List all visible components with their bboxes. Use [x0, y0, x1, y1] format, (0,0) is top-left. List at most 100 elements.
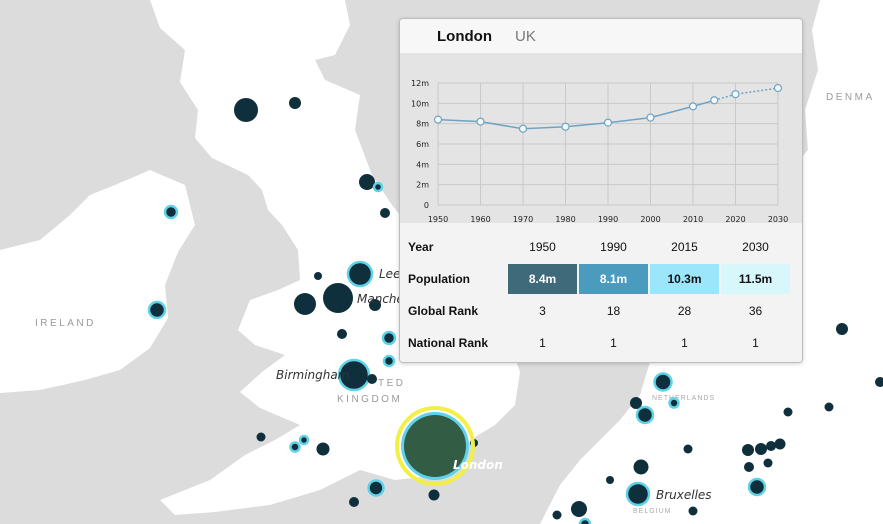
- x-tick-label: 2030: [768, 215, 788, 223]
- data-point: [688, 102, 698, 111]
- population-line-historical: [437, 99, 715, 130]
- x-tick-label: 2020: [725, 215, 745, 223]
- country-label-ireland: IRELAND: [35, 318, 96, 329]
- city-dot[interactable]: [359, 174, 375, 190]
- city-dot[interactable]: [234, 98, 258, 122]
- city-dot[interactable]: [668, 397, 680, 409]
- city-dot[interactable]: [774, 438, 786, 450]
- city-dot[interactable]: [289, 441, 301, 453]
- country-label-kingdom: KINGDOM: [337, 394, 402, 405]
- popup-country-code: UK: [515, 28, 536, 45]
- population-value: 8.1m: [579, 264, 648, 294]
- city-dot[interactable]: [372, 181, 384, 193]
- table-row-global-rank: Global Rank 3 18 28 36: [408, 295, 790, 327]
- city-dots[interactable]: [147, 97, 883, 524]
- city-label-birmingham: Birmingham: [276, 368, 349, 382]
- city-label-manchester: Manches: [357, 292, 410, 306]
- city-dot[interactable]: [298, 434, 310, 446]
- data-point: [710, 96, 719, 105]
- x-tick-label: 1970: [513, 215, 533, 223]
- city-dot[interactable]: [369, 299, 381, 311]
- popup-city-name: London: [437, 28, 492, 45]
- year-cell: 2015: [671, 240, 698, 254]
- table-row-year: Year 1950 1990 2015 2030: [408, 231, 790, 263]
- city-dot[interactable]: [766, 441, 776, 451]
- city-dot-leeds[interactable]: [346, 260, 374, 288]
- city-popup[interactable]: London UK 0 2m 4m 6m 8m 10m 12m 1950 1960 1970 19…: [399, 18, 803, 363]
- data-point: [646, 113, 655, 122]
- city-dot[interactable]: [744, 462, 754, 472]
- population-cell: 10.3m: [650, 263, 719, 295]
- city-dot[interactable]: [294, 293, 316, 315]
- data-point: [433, 115, 443, 124]
- land-denmark-island: [845, 30, 883, 90]
- x-tick-label: 1950: [428, 215, 448, 223]
- land-great-britain: [150, 0, 520, 515]
- city-dot[interactable]: [552, 510, 562, 520]
- city-dot[interactable]: [380, 208, 390, 218]
- country-label-belgium: BELGIUM: [633, 508, 672, 515]
- city-dot[interactable]: [316, 442, 330, 456]
- row-label-population: Population: [408, 272, 470, 286]
- national-rank-cell: 1: [681, 336, 688, 350]
- land-continent: [540, 0, 883, 524]
- population-table: Year 1950 1990 2015 2030 Population 8.4m…: [400, 223, 802, 362]
- city-dot[interactable]: [382, 354, 396, 368]
- city-dot[interactable]: [367, 374, 377, 384]
- data-point: [476, 117, 485, 126]
- national-rank-cell: 1: [752, 336, 759, 350]
- city-dot[interactable]: [635, 405, 655, 425]
- city-dot[interactable]: [755, 443, 767, 455]
- city-dot[interactable]: [688, 506, 698, 516]
- city-dot[interactable]: [630, 397, 642, 409]
- city-dot-manchester[interactable]: [323, 283, 353, 313]
- city-dot[interactable]: [633, 459, 649, 475]
- year-cell: 1990: [600, 240, 627, 254]
- population-cell: 8.4m: [508, 263, 577, 295]
- country-label-united: TED: [378, 378, 406, 389]
- city-dot[interactable]: [824, 402, 834, 412]
- population-value: 8.4m: [508, 264, 577, 294]
- population-value: 11.5m: [721, 264, 790, 294]
- city-dot[interactable]: [875, 377, 883, 387]
- chart-grid: [437, 82, 779, 206]
- chart-y-ticks: 0 2m 4m 6m 8m 10m 12m: [411, 79, 429, 210]
- national-rank-cell: 1: [610, 336, 617, 350]
- city-dot[interactable]: [606, 476, 614, 484]
- city-dot[interactable]: [836, 323, 848, 335]
- y-tick-label: 8m: [416, 120, 429, 129]
- city-dot[interactable]: [578, 517, 592, 524]
- city-dot[interactable]: [683, 444, 693, 454]
- city-dot[interactable]: [783, 407, 793, 417]
- city-dot[interactable]: [763, 458, 773, 468]
- table-row-population: Population 8.4m 8.1m 10.3m 11.5m: [408, 263, 790, 295]
- city-dot[interactable]: [256, 432, 266, 442]
- city-dot[interactable]: [289, 97, 301, 109]
- city-dot[interactable]: [367, 479, 385, 497]
- row-label-global-rank: Global Rank: [408, 304, 479, 318]
- city-dot[interactable]: [653, 372, 673, 392]
- country-label-denmark: DENMA: [826, 92, 875, 103]
- year-cell: 2030: [742, 240, 769, 254]
- x-tick-label: 1980: [555, 215, 575, 223]
- population-chart: 0 2m 4m 6m 8m 10m 12m 1950 1960 1970 1980 1990 2000…: [400, 53, 802, 223]
- chart-x-ticks: 1950 1960 1970 1980 1990 2000 2010 2020 2030: [428, 215, 788, 223]
- city-dot[interactable]: [571, 501, 587, 517]
- city-dot[interactable]: [428, 489, 440, 501]
- population-line-projected: [714, 87, 779, 102]
- city-dot-london[interactable]: [404, 415, 466, 477]
- city-dot[interactable]: [314, 272, 322, 280]
- y-tick-label: 12m: [411, 79, 429, 88]
- city-dot[interactable]: [147, 300, 167, 320]
- city-dot[interactable]: [742, 444, 754, 456]
- x-tick-label: 1960: [470, 215, 490, 223]
- x-tick-label: 1990: [598, 215, 618, 223]
- city-dot-bruxelles[interactable]: [625, 481, 651, 507]
- y-tick-label: 6m: [416, 140, 429, 149]
- city-dot[interactable]: [349, 497, 359, 507]
- city-dot[interactable]: [337, 329, 347, 339]
- city-dot[interactable]: [163, 204, 179, 220]
- city-dot[interactable]: [381, 330, 397, 346]
- city-dot[interactable]: [747, 477, 767, 497]
- selected-city-london[interactable]: [395, 406, 475, 486]
